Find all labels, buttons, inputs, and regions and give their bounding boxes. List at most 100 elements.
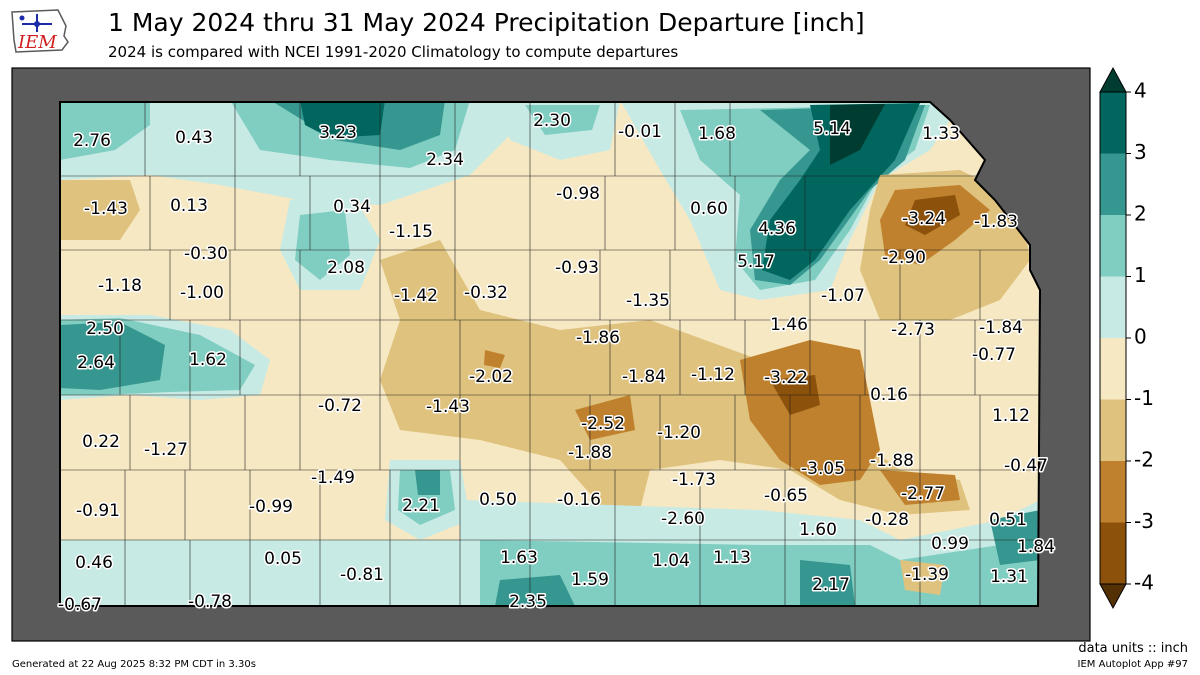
- station-value-label: 4.36: [758, 219, 796, 239]
- station-value-label: -0.99: [249, 497, 293, 517]
- colorbar-tick-label: 3: [1134, 140, 1147, 164]
- station-value-label: -1.07: [821, 286, 865, 306]
- colorbar-tick-label: -4: [1134, 571, 1154, 595]
- station-value-label: -1.43: [84, 199, 128, 219]
- state-outline: [59, 101, 1042, 607]
- station-value-label: -0.28: [865, 510, 909, 530]
- station-value-label: 2.64: [77, 353, 115, 373]
- station-value-label: -1.84: [622, 367, 666, 387]
- station-value-label: 2.21: [402, 496, 440, 516]
- station-value-label: 0.13: [170, 196, 208, 216]
- colorbar-segment: [1100, 276, 1126, 338]
- station-value-label: -3.24: [902, 209, 946, 229]
- station-value-label: -1.18: [98, 276, 142, 296]
- colorbar-tick-label: -2: [1134, 448, 1154, 472]
- station-value-label: -1.15: [389, 222, 433, 242]
- station-value-label: -3.05: [801, 459, 845, 479]
- station-value-label: 0.60: [690, 199, 728, 219]
- station-value-label: 1.62: [189, 350, 227, 370]
- station-value-label: 1.60: [799, 520, 837, 540]
- station-value-label: 1.63: [500, 548, 538, 568]
- generated-timestamp: Generated at 22 Aug 2025 8:32 PM CDT in …: [12, 659, 256, 670]
- station-value-label: 0.22: [82, 432, 120, 452]
- station-value-label: -0.30: [184, 244, 228, 264]
- station-value-label: -0.81: [340, 565, 384, 585]
- station-value-label: 1.84: [1017, 537, 1055, 557]
- station-value-label: -0.01: [618, 122, 662, 142]
- station-value-label: -1.42: [394, 286, 438, 306]
- colorbar-segment: [1100, 522, 1126, 584]
- station-value-labels: 2.76 0.43 3.23 2.34 2.30 -0.01 1.68 5.14 1.33 -1.…: [57, 110, 1057, 617]
- station-value-label: 0.99: [931, 534, 969, 554]
- station-value-label: -1.20: [657, 423, 701, 443]
- colorbar-tick-label: 0: [1134, 325, 1147, 349]
- station-value-label: 1.46: [770, 315, 808, 335]
- station-value-label: 2.17: [812, 575, 850, 595]
- iem-logo: IEM: [11, 9, 69, 53]
- colorbar-tick-label: 2: [1134, 202, 1147, 226]
- station-value-label: 0.50: [479, 490, 517, 510]
- station-value-label: 2.76: [73, 131, 111, 151]
- station-value-label: -2.90: [882, 248, 926, 268]
- station-value-label: -1.12: [691, 365, 735, 385]
- station-value-label: -1.43: [426, 397, 470, 417]
- colorbar-tick-label: -3: [1134, 509, 1154, 533]
- station-value-label: -0.16: [557, 490, 601, 510]
- station-value-label: -0.78: [188, 592, 232, 612]
- units-note: data units :: inch: [1078, 641, 1188, 656]
- station-value-label: -1.86: [576, 328, 620, 348]
- station-value-label: 2.34: [426, 150, 464, 170]
- colorbar-segment: [1100, 461, 1126, 523]
- station-value-label: -1.73: [672, 470, 716, 490]
- colorbar-tick-label: -1: [1134, 386, 1154, 410]
- station-value-label: -1.84: [979, 318, 1023, 338]
- station-value-label: -0.77: [972, 345, 1016, 365]
- station-value-label: -1.00: [180, 283, 224, 303]
- station-value-label: 2.30: [533, 111, 571, 131]
- station-value-label: -0.91: [76, 501, 120, 521]
- station-value-label: 0.46: [75, 553, 113, 573]
- station-value-label: 0.43: [175, 128, 213, 148]
- colorbar-segment: [1100, 153, 1126, 215]
- colorbar-segment: [1100, 215, 1126, 277]
- station-value-label: -1.27: [144, 440, 188, 460]
- colorbar-extend-bottom: [1099, 583, 1127, 610]
- station-value-label: -1.88: [870, 451, 914, 471]
- colorbar-tick-label: 1: [1134, 263, 1147, 287]
- station-value-label: 3.23: [319, 123, 357, 143]
- station-value-label: 2.50: [86, 319, 124, 339]
- page-title: 1 May 2024 thru 31 May 2024 Precipitatio…: [108, 8, 865, 37]
- colorbar-extend-top: [1099, 66, 1127, 93]
- contour-fill-layer: [60, 102, 1040, 606]
- app-identifier: IEM Autoplot App #97: [1077, 659, 1188, 670]
- station-value-label: -1.88: [568, 443, 612, 463]
- county-boundaries: [60, 102, 1040, 606]
- station-value-label: -0.72: [318, 396, 362, 416]
- svg-text:IEM: IEM: [17, 32, 57, 53]
- station-value-label: -1.35: [626, 291, 670, 311]
- station-value-label: -0.32: [464, 283, 508, 303]
- station-value-label: 1.59: [571, 570, 609, 590]
- page-subtitle: 2024 is compared with NCEI 1991-2020 Cli…: [108, 43, 679, 61]
- station-value-label: -1.49: [311, 468, 355, 488]
- station-value-label: 0.34: [333, 197, 371, 217]
- station-value-label: 1.68: [698, 124, 736, 144]
- station-value-label: 0.05: [264, 549, 302, 569]
- station-value-label: -0.98: [556, 184, 600, 204]
- station-value-label: 0.16: [870, 385, 908, 405]
- station-value-label: 1.04: [652, 551, 690, 571]
- station-value-label: 5.14: [813, 119, 851, 139]
- colorbar-tick-label: 4: [1134, 79, 1147, 103]
- station-value-label: -0.93: [555, 258, 599, 278]
- station-value-label: 1.13: [713, 548, 751, 568]
- colorbar-segment: [1100, 92, 1126, 154]
- station-value-label: -3.22: [764, 368, 808, 388]
- station-value-label: -0.67: [58, 595, 102, 615]
- colorbar-segment: [1100, 338, 1126, 400]
- colorbar-segment: [1100, 399, 1126, 461]
- station-value-label: -1.39: [905, 565, 949, 585]
- station-value-label: 5.17: [737, 252, 775, 272]
- station-value-label: -0.65: [764, 486, 808, 506]
